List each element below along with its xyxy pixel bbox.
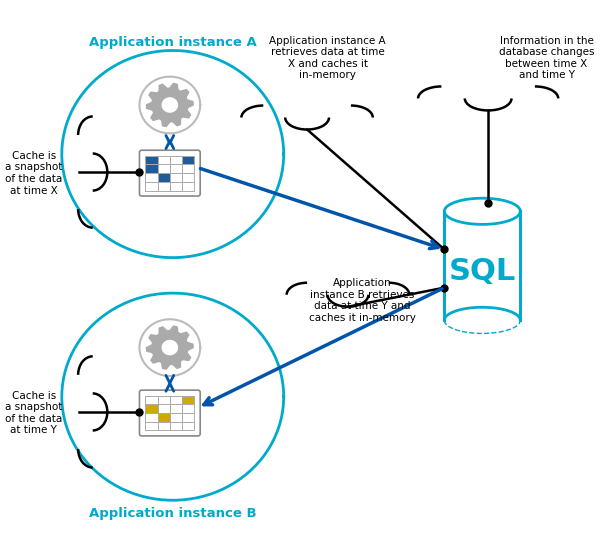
Bar — [170, 422, 182, 431]
Bar — [182, 422, 195, 431]
Bar — [145, 396, 158, 404]
Bar — [182, 396, 195, 404]
Bar — [182, 182, 195, 191]
Text: Application
instance B retrieves
data at time Y and
caches it in-memory: Application instance B retrieves data at… — [309, 278, 416, 323]
Text: Cache is
a snapshot
of the data
at time Y: Cache is a snapshot of the data at time … — [5, 391, 62, 436]
Text: Application instance A
retrieves data at time
X and caches it
in-memory: Application instance A retrieves data at… — [269, 36, 386, 81]
Polygon shape — [162, 98, 178, 112]
Polygon shape — [139, 319, 200, 376]
Polygon shape — [139, 77, 200, 133]
Bar — [182, 413, 195, 422]
Bar — [145, 173, 158, 182]
FancyBboxPatch shape — [139, 390, 200, 436]
Text: Information in the
database changes
between time X
and time Y: Information in the database changes betw… — [499, 36, 594, 81]
Bar — [170, 404, 182, 413]
Text: Cache is
a snapshot
of the data
at time X: Cache is a snapshot of the data at time … — [5, 151, 62, 196]
Bar — [170, 173, 182, 182]
Polygon shape — [162, 340, 178, 355]
FancyBboxPatch shape — [139, 150, 200, 196]
Polygon shape — [147, 83, 193, 127]
Bar — [158, 422, 170, 431]
Bar — [145, 182, 158, 191]
Text: SQL: SQL — [448, 257, 516, 286]
Bar — [158, 413, 170, 422]
Bar — [145, 404, 158, 413]
Bar — [158, 173, 170, 182]
Bar — [170, 164, 182, 173]
Bar — [145, 156, 158, 164]
Polygon shape — [444, 198, 521, 224]
Bar — [182, 173, 195, 182]
Bar — [170, 156, 182, 164]
Bar — [158, 396, 170, 404]
Bar — [182, 164, 195, 173]
Bar — [158, 182, 170, 191]
Bar — [182, 404, 195, 413]
Bar — [444, 212, 521, 321]
Bar — [145, 422, 158, 431]
Bar — [145, 164, 158, 173]
Bar — [158, 156, 170, 164]
Bar — [158, 164, 170, 173]
Text: Application instance B: Application instance B — [89, 507, 256, 521]
Bar — [182, 156, 195, 164]
Bar — [145, 413, 158, 422]
Polygon shape — [147, 326, 193, 369]
Bar — [170, 413, 182, 422]
Bar — [158, 404, 170, 413]
Bar — [170, 396, 182, 404]
Bar — [170, 182, 182, 191]
Text: Application instance A: Application instance A — [89, 36, 256, 49]
